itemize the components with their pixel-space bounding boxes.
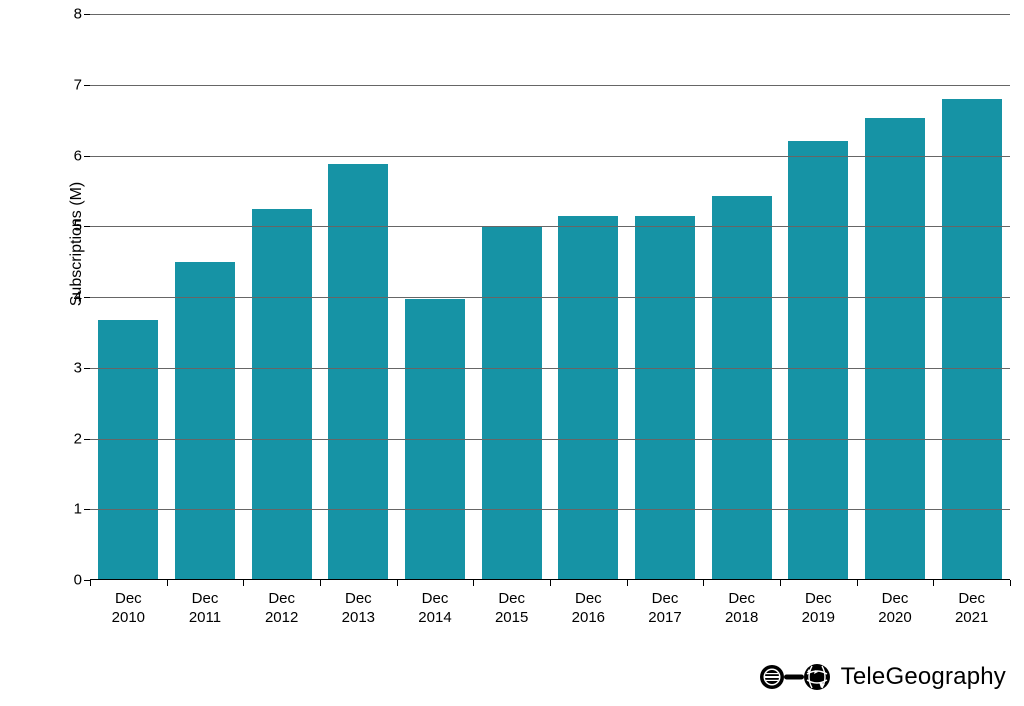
bar	[788, 141, 848, 580]
x-tick-label: Dec 2017	[627, 580, 704, 628]
bar	[405, 299, 465, 580]
x-tick-label: Dec 2013	[320, 580, 397, 628]
subscriptions-bar-chart: 012345678Dec 2010Dec 2011Dec 2012Dec 201…	[0, 0, 1024, 706]
gridline	[90, 439, 1010, 440]
bar	[558, 216, 618, 580]
gridline	[90, 85, 1010, 86]
bar	[942, 99, 1002, 580]
y-tick-label: 8	[74, 6, 90, 23]
bar	[635, 216, 695, 580]
x-tick-label: Dec 2019	[780, 580, 857, 628]
gridline	[90, 368, 1010, 369]
y-tick-label: 3	[74, 359, 90, 376]
x-tick-label: Dec 2010	[90, 580, 167, 628]
x-tick-label: Dec 2016	[550, 580, 627, 628]
x-tick-label: Dec 2021	[933, 580, 1010, 628]
bar	[865, 118, 925, 580]
bar	[175, 262, 235, 580]
y-tick-label: 0	[74, 572, 90, 589]
plot-area: 012345678Dec 2010Dec 2011Dec 2012Dec 201…	[90, 14, 1010, 580]
attribution: TeleGeography	[759, 662, 1006, 692]
x-tick-label: Dec 2020	[857, 580, 934, 628]
gridline	[90, 509, 1010, 510]
x-tick-label: Dec 2012	[243, 580, 320, 628]
gridline	[90, 156, 1010, 157]
gridline	[90, 297, 1010, 298]
bar	[712, 196, 772, 580]
y-axis-title: Subscriptions (M)	[68, 182, 86, 306]
x-tick-label: Dec 2011	[167, 580, 244, 628]
y-tick-label: 6	[74, 147, 90, 164]
x-tick-label: Dec 2014	[397, 580, 474, 628]
x-tick-label: Dec 2018	[703, 580, 780, 628]
gridline	[90, 14, 1010, 15]
y-tick-label: 2	[74, 430, 90, 447]
attribution-text: TeleGeography	[841, 663, 1006, 691]
telegeography-logo-icon	[759, 662, 833, 692]
gridline	[90, 226, 1010, 227]
bar	[252, 209, 312, 580]
y-tick-label: 1	[74, 501, 90, 518]
y-tick-label: 7	[74, 76, 90, 93]
x-tick-label: Dec 2015	[473, 580, 550, 628]
x-tick-mark	[1010, 580, 1011, 586]
bar	[482, 226, 542, 580]
bar	[98, 320, 158, 580]
